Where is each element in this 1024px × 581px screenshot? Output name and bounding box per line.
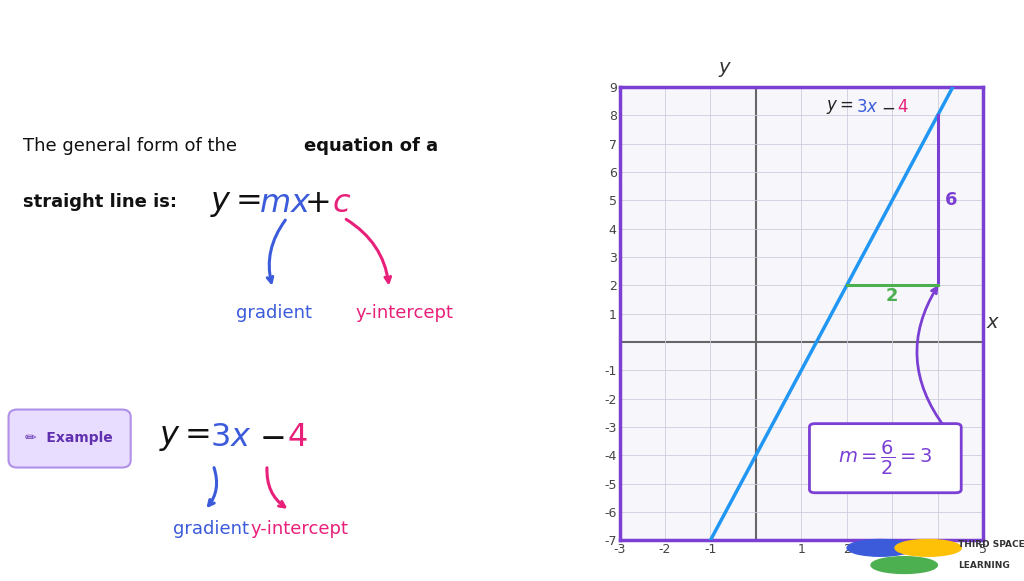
Text: $+$: $+$	[304, 188, 330, 218]
Circle shape	[895, 540, 962, 556]
Text: THIRD SPACE: THIRD SPACE	[957, 540, 1024, 549]
Text: ✏  Example: ✏ Example	[26, 431, 114, 445]
Text: $3x$: $3x$	[210, 422, 252, 453]
Text: straight line is:: straight line is:	[23, 193, 177, 211]
Text: $y = $: $y = $	[826, 98, 854, 116]
Text: equation of a: equation of a	[304, 137, 438, 155]
Text: Equation of a Line: Equation of a Line	[23, 17, 447, 59]
Text: $y$: $y$	[718, 60, 732, 78]
Text: $x$: $x$	[986, 313, 1000, 332]
Text: $y = $: $y = $	[210, 188, 261, 218]
Text: $4$: $4$	[897, 98, 908, 116]
FancyBboxPatch shape	[809, 424, 962, 493]
Text: The general form of the: The general form of the	[23, 137, 243, 155]
Text: y-intercept: y-intercept	[355, 304, 454, 322]
Circle shape	[871, 557, 937, 573]
Text: $3x$: $3x$	[856, 98, 879, 116]
Text: $m = \dfrac{6}{2} = 3$: $m = \dfrac{6}{2} = 3$	[838, 439, 933, 477]
Text: $mx$: $mx$	[259, 188, 311, 218]
Text: $-$: $-$	[259, 422, 284, 453]
Circle shape	[847, 540, 913, 556]
Text: LEARNING: LEARNING	[957, 561, 1010, 569]
FancyBboxPatch shape	[8, 410, 131, 468]
Text: gradient: gradient	[236, 304, 312, 322]
Text: gradient: gradient	[173, 521, 249, 539]
Text: $c$: $c$	[333, 188, 351, 218]
Text: $y = $: $y = $	[159, 422, 211, 453]
Text: y-intercept: y-intercept	[250, 521, 348, 539]
Text: 6: 6	[944, 192, 956, 209]
Text: $-$: $-$	[881, 98, 895, 116]
Text: 2: 2	[886, 287, 898, 305]
Text: $4$: $4$	[287, 422, 307, 453]
